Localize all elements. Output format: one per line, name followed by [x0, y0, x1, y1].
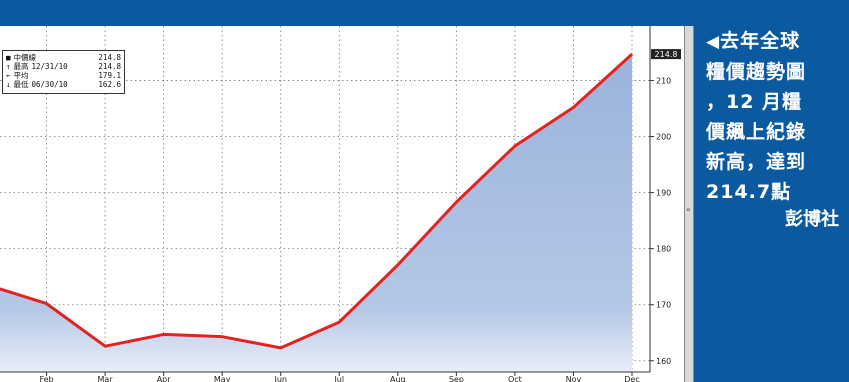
- caption-line: 214.7點: [706, 181, 792, 203]
- x-tick-label: May: [214, 375, 231, 382]
- caption-source: 彭博社: [785, 209, 839, 230]
- legend-date: 06/30/10: [31, 80, 68, 89]
- x-tick-label: Jul: [333, 375, 344, 382]
- x-tick-label: Sep: [449, 375, 464, 382]
- x-axis: Feb Mar Apr May Jun Jul Aug Sep Oct Nov Dec: [0, 371, 650, 382]
- caption-line: ，12 月糧: [706, 91, 803, 113]
- x-tick-label: Apr: [157, 375, 172, 382]
- x-tick-label: Oct: [508, 375, 522, 382]
- caption-line: ◀去年全球: [706, 30, 801, 52]
- y-tick-label: 200: [656, 133, 671, 142]
- last-value-badge: [651, 49, 681, 60]
- caption-line: 新高，達到: [706, 151, 807, 173]
- y-tick-label: 170: [656, 301, 671, 310]
- arrow-left-icon: ◀: [706, 32, 721, 52]
- last-value-badge-group: 214.8: [651, 49, 681, 60]
- legend-value: 214.8: [98, 62, 121, 71]
- divider-grip-icon[interactable]: «: [686, 205, 691, 214]
- arrow-left-icon: ←: [6, 71, 11, 80]
- panel-divider[interactable]: [684, 26, 694, 382]
- series-line: [0, 52, 634, 350]
- y-axis: 160 170 180 190 200 210: [649, 26, 671, 372]
- x-tick-label: Dec: [624, 375, 639, 382]
- legend-label: 平均: [13, 71, 29, 80]
- x-tick-label: Nov: [566, 375, 582, 382]
- chart-panel: 160 170 180 190 200 210 Feb Mar Apr May Jun Jul Aug…: [0, 26, 690, 382]
- legend-row: ↑ 最高 12/31/10 214.8: [6, 62, 121, 71]
- x-tick-label: Feb: [39, 375, 53, 382]
- x-tick-label: Mar: [98, 375, 114, 382]
- legend-row: ← 平均 179.1: [6, 71, 121, 80]
- caption-text: ◀去年全球 糧價趨勢圖 ，12 月糧 價飆上紀錄 新高，達到 214.7點: [706, 26, 845, 207]
- line-layer: [0, 52, 634, 350]
- arrow-up-icon: ↑: [6, 62, 11, 71]
- caption-panel: ◀去年全球 糧價趨勢圖 ，12 月糧 價飆上紀錄 新高，達到 214.7點 彭博…: [696, 26, 849, 382]
- y-tick-label: 160: [656, 357, 671, 366]
- arrow-down-icon: ↓: [6, 80, 11, 89]
- series-area: [0, 54, 632, 372]
- chart-svg: 160 170 180 190 200 210 Feb Mar Apr May Jun Jul Aug…: [0, 26, 681, 382]
- y-tick-label: 190: [656, 189, 671, 198]
- legend-date: 12/31/10: [31, 62, 68, 71]
- legend-value: 179.1: [98, 71, 121, 80]
- last-value-badge-label: 214.8: [655, 50, 678, 59]
- y-tick-label: 180: [656, 245, 671, 254]
- chart-legend: ■ 中價線 214.8 ↑ 最高 12/31/10 214.8 ← 平均 179.1 ↓…: [2, 50, 125, 94]
- top-band: [0, 0, 849, 26]
- x-tick-label: Aug: [390, 375, 406, 382]
- legend-value: 162.6: [98, 80, 121, 89]
- caption-line: 價飆上紀錄: [706, 121, 807, 143]
- legend-label: 最高: [13, 62, 29, 71]
- caption-line: 糧價趨勢圖: [706, 61, 807, 83]
- legend-label: 中價線: [13, 53, 37, 62]
- legend-label: 最低: [13, 80, 29, 89]
- area-layer: [0, 54, 632, 372]
- legend-value: 214.8: [98, 53, 121, 62]
- x-tick-label: Jun: [273, 375, 287, 382]
- square-icon: ■: [6, 53, 11, 62]
- legend-row: ■ 中價線 214.8: [6, 53, 121, 62]
- y-tick-label: 210: [656, 76, 671, 85]
- legend-row: ↓ 最低 06/30/10 162.6: [6, 80, 121, 89]
